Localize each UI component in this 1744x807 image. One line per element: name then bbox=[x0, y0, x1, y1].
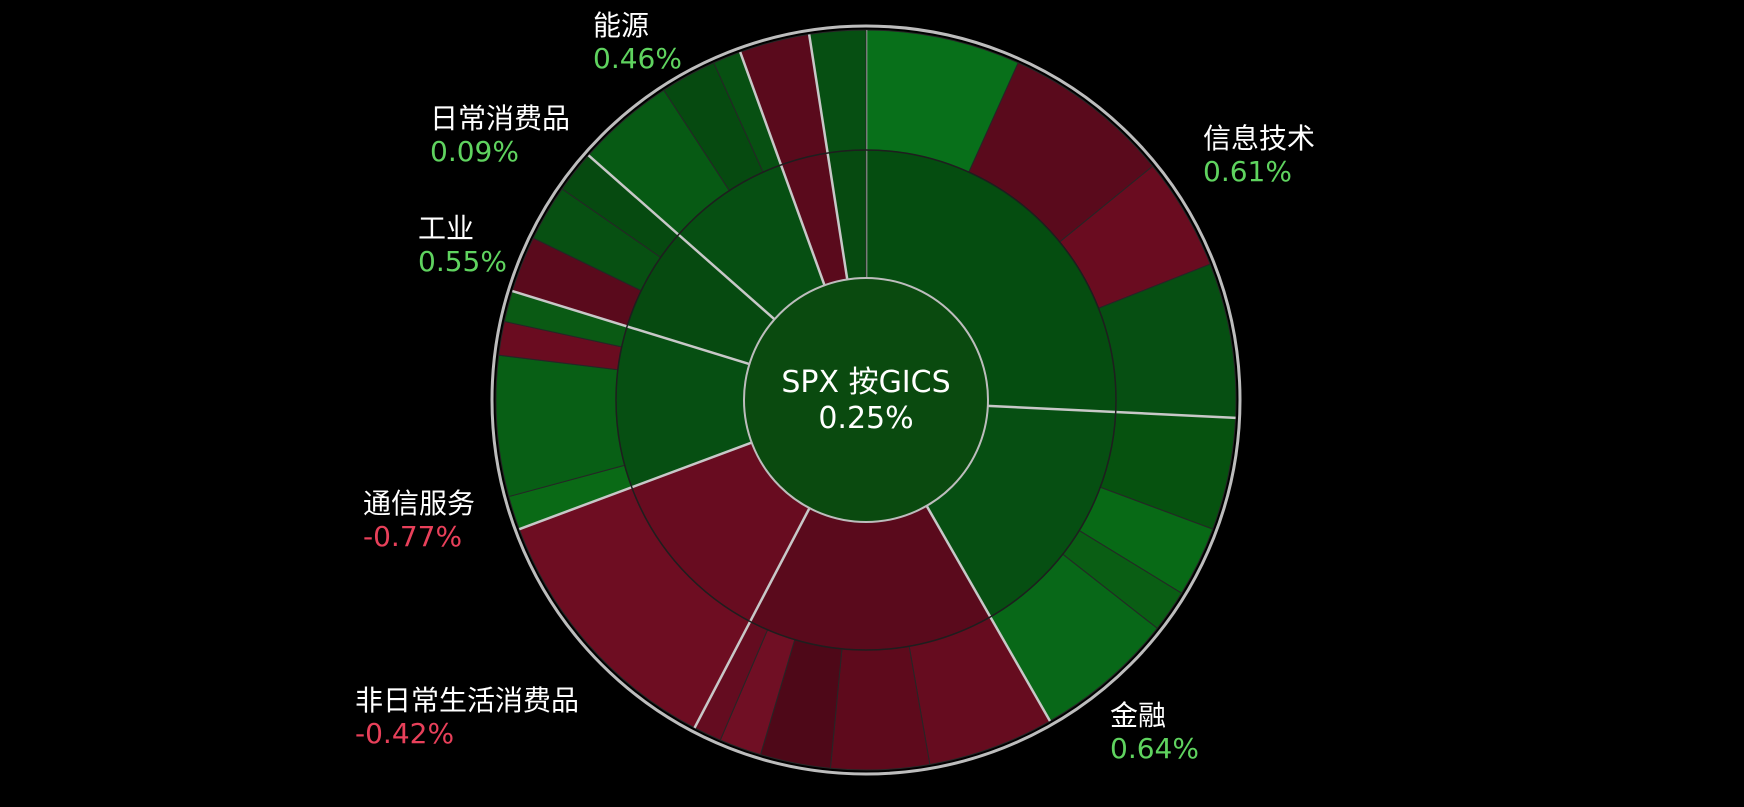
sector-label-value: 0.55% bbox=[418, 245, 507, 278]
center-node[interactable]: SPX 按GICS 0.25% bbox=[743, 277, 989, 523]
sector-label-name: 金融 bbox=[1110, 699, 1166, 732]
sector-label-value: -0.77% bbox=[363, 520, 462, 553]
center-title: SPX 按GICS bbox=[781, 365, 950, 400]
sector-label-name: 能源 bbox=[593, 9, 649, 42]
sector-divider bbox=[512, 289, 750, 366]
sector-label-name: 信息技术 bbox=[1203, 122, 1315, 155]
sector-label-name: 工业 bbox=[418, 212, 474, 245]
sector-label-value: -0.42% bbox=[355, 717, 454, 750]
ring-separator bbox=[615, 149, 1117, 651]
sector-divider bbox=[925, 505, 1052, 722]
sector-label-value: 0.46% bbox=[593, 42, 682, 75]
outer-border bbox=[490, 24, 1242, 776]
sector-divider bbox=[693, 507, 811, 729]
sector-divider bbox=[739, 51, 826, 286]
sector-label-name: 日常消费品 bbox=[430, 102, 570, 135]
sector-label-value: 0.09% bbox=[430, 135, 519, 168]
sector-label-value: 0.64% bbox=[1110, 732, 1199, 765]
center-value: 0.25% bbox=[818, 401, 913, 436]
sector-divider bbox=[987, 404, 1236, 420]
sector-divider bbox=[518, 441, 753, 531]
sector-label-name: 非日常生活消费品 bbox=[355, 684, 579, 717]
sector-divider bbox=[587, 154, 776, 321]
center-circle[interactable] bbox=[743, 277, 989, 523]
sunburst-rings bbox=[490, 24, 1242, 776]
sector-label-value: 0.61% bbox=[1203, 155, 1292, 188]
sector-label-name: 通信服务 bbox=[363, 487, 475, 520]
sector-divider bbox=[807, 34, 849, 280]
